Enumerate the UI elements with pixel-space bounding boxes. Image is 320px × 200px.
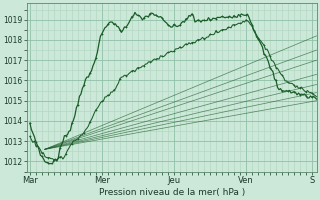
X-axis label: Pression niveau de la mer( hPa ): Pression niveau de la mer( hPa ) <box>99 188 245 197</box>
